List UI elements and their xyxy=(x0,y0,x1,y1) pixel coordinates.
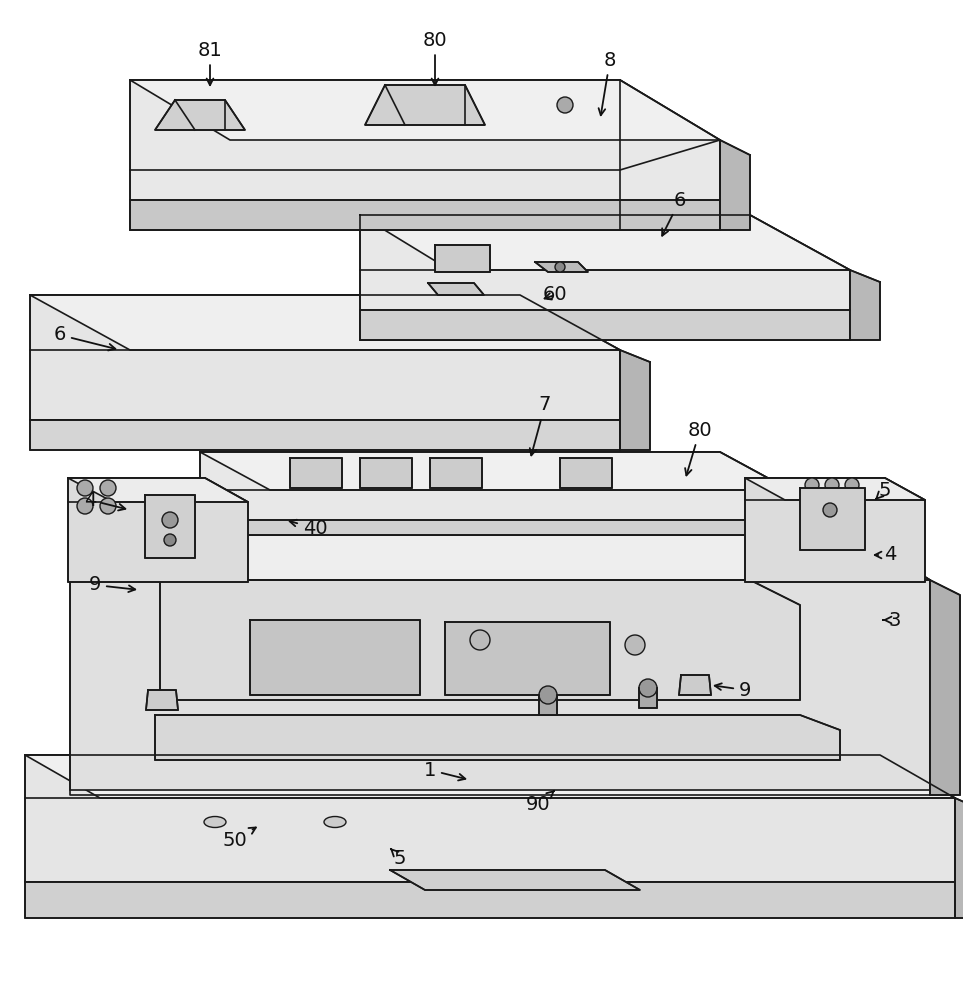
Text: 80: 80 xyxy=(423,30,447,85)
Polygon shape xyxy=(360,215,850,340)
Circle shape xyxy=(557,97,573,113)
Polygon shape xyxy=(130,200,720,230)
Polygon shape xyxy=(155,100,245,130)
Polygon shape xyxy=(145,495,195,558)
Text: 5: 5 xyxy=(391,848,406,867)
Circle shape xyxy=(555,262,565,272)
Polygon shape xyxy=(160,580,800,700)
Polygon shape xyxy=(250,620,420,695)
Polygon shape xyxy=(430,458,482,488)
Circle shape xyxy=(805,498,819,512)
Circle shape xyxy=(100,498,116,514)
Text: 1: 1 xyxy=(424,760,465,780)
Polygon shape xyxy=(30,420,620,450)
Polygon shape xyxy=(130,80,720,230)
Polygon shape xyxy=(130,80,720,140)
Polygon shape xyxy=(68,478,248,582)
Polygon shape xyxy=(435,245,490,272)
Text: 4: 4 xyxy=(874,546,897,564)
Text: 6: 6 xyxy=(663,190,687,236)
Text: 9: 9 xyxy=(715,680,751,700)
Polygon shape xyxy=(390,870,640,890)
Polygon shape xyxy=(365,85,485,125)
Polygon shape xyxy=(445,622,610,695)
Polygon shape xyxy=(720,140,750,230)
Circle shape xyxy=(825,498,839,512)
Circle shape xyxy=(845,478,859,492)
Text: 6: 6 xyxy=(54,326,116,350)
Polygon shape xyxy=(146,690,178,710)
Ellipse shape xyxy=(324,816,346,828)
Polygon shape xyxy=(539,695,557,715)
Circle shape xyxy=(625,635,645,655)
Circle shape xyxy=(77,498,93,514)
Text: 3: 3 xyxy=(883,610,901,630)
Circle shape xyxy=(77,480,93,496)
Text: 9: 9 xyxy=(89,576,135,594)
Polygon shape xyxy=(290,458,342,488)
Circle shape xyxy=(805,478,819,492)
Polygon shape xyxy=(360,458,412,488)
Polygon shape xyxy=(560,458,612,488)
Polygon shape xyxy=(360,215,850,270)
Ellipse shape xyxy=(204,816,226,828)
Polygon shape xyxy=(30,295,620,420)
Circle shape xyxy=(539,686,557,704)
Text: 90: 90 xyxy=(526,791,554,814)
Circle shape xyxy=(100,480,116,496)
Polygon shape xyxy=(70,530,930,790)
Circle shape xyxy=(470,630,490,650)
Polygon shape xyxy=(850,270,880,340)
Polygon shape xyxy=(428,283,484,295)
Polygon shape xyxy=(620,350,650,450)
Polygon shape xyxy=(790,490,820,535)
Polygon shape xyxy=(25,755,955,798)
Polygon shape xyxy=(535,262,588,272)
Text: 7: 7 xyxy=(530,395,551,455)
Text: 40: 40 xyxy=(290,518,327,538)
Circle shape xyxy=(825,478,839,492)
Polygon shape xyxy=(200,520,790,535)
Circle shape xyxy=(162,512,178,528)
Polygon shape xyxy=(25,755,955,882)
Polygon shape xyxy=(745,478,925,500)
Polygon shape xyxy=(200,452,790,490)
Circle shape xyxy=(639,679,657,697)
Polygon shape xyxy=(930,580,960,795)
Polygon shape xyxy=(639,688,657,708)
Polygon shape xyxy=(800,488,865,550)
Polygon shape xyxy=(70,530,930,580)
Text: 4: 4 xyxy=(84,490,125,510)
Polygon shape xyxy=(955,798,963,918)
Polygon shape xyxy=(745,478,925,582)
Polygon shape xyxy=(155,715,840,760)
Polygon shape xyxy=(68,478,248,502)
Circle shape xyxy=(823,503,837,517)
Circle shape xyxy=(164,534,176,546)
Text: 60: 60 xyxy=(543,286,567,304)
Polygon shape xyxy=(679,675,711,695)
Text: 81: 81 xyxy=(197,40,222,85)
Polygon shape xyxy=(30,295,620,350)
Text: 50: 50 xyxy=(222,827,256,850)
Polygon shape xyxy=(200,452,790,535)
Text: 8: 8 xyxy=(599,50,616,115)
Text: 5: 5 xyxy=(875,481,891,499)
Text: 80: 80 xyxy=(685,420,713,475)
Circle shape xyxy=(845,498,859,512)
Polygon shape xyxy=(25,882,955,918)
Polygon shape xyxy=(360,310,850,340)
